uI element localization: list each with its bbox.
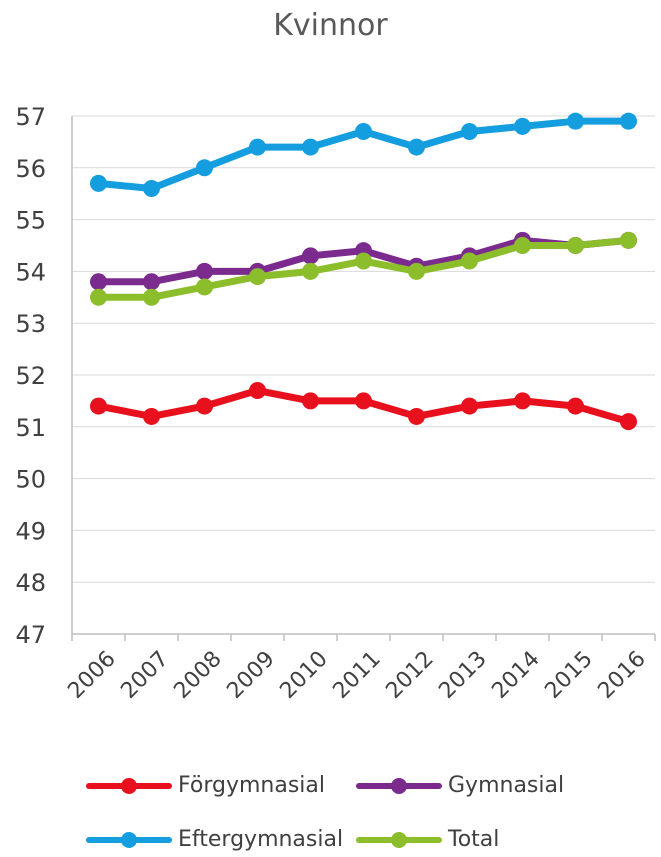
legend: Förgymnasial Gymnasial Eftergymnasial To… [0,755,661,857]
axes [71,116,656,641]
x-tick-label: 2012 [381,647,438,704]
data-point [461,123,478,141]
data-point [567,397,584,415]
data-point [567,237,584,254]
data-point [196,159,213,177]
y-tick-label: 49 [15,517,46,545]
legend-swatch-forgymnasial [86,777,172,794]
y-tick-label: 54 [15,258,46,286]
x-tick-label: 2007 [116,647,173,704]
data-point [90,288,107,306]
data-point [514,117,531,135]
y-tick-label: 57 [15,103,46,131]
legend-marker [121,831,137,848]
data-point [620,112,637,130]
data-point [90,273,107,291]
legend-label: Eftergymnasial [178,827,344,852]
legend-label: Gymnasial [448,773,565,798]
data-point [249,268,266,286]
x-tick-label: 2011 [328,647,385,704]
data-point [302,262,319,280]
data-point [461,397,478,415]
data-point [567,112,584,130]
y-tick-label: 53 [15,310,46,338]
legend-swatch-eftergymnasial [86,831,172,848]
data-point [302,247,319,265]
data-point [620,413,637,431]
data-point [249,138,266,156]
data-point [355,392,372,410]
y-tick-label: 55 [15,207,46,235]
series-lines [90,112,637,431]
y-tick-labels: 47 48 49 50 51 52 53 54 55 56 57 [15,103,46,649]
data-point [461,252,478,270]
data-point [514,392,531,410]
series-f-rgymnasial [90,382,637,431]
legend-marker [121,777,137,794]
series-total [90,231,637,306]
data-point [302,392,319,410]
x-tick-label: 2010 [275,647,332,704]
legend-item-forgymnasial: Förgymnasial [86,773,325,798]
data-point [90,397,107,415]
data-point [514,237,531,254]
chart-title: Kvinnor [273,8,388,43]
y-tick-label: 56 [15,155,46,183]
data-point [408,262,425,280]
y-tick-label: 51 [15,414,46,442]
data-point [620,231,637,249]
legend-swatch-gymnasial [356,777,442,794]
data-point [408,138,425,156]
legend-marker [391,831,407,848]
data-point [143,273,160,291]
legend-swatch-total [356,831,442,848]
data-point [143,407,160,425]
y-tick-label: 48 [15,569,46,597]
x-tick-labels: 2006200720082009201020112012201320142015… [63,647,650,704]
legend-label: Total [448,827,500,852]
legend-marker [391,777,407,794]
data-point [196,278,213,296]
x-tick-label: 2009 [222,647,279,704]
legend-item-eftergymnasial: Eftergymnasial [86,827,343,852]
series-eftergymnasial [90,112,637,198]
data-point [355,123,372,141]
data-point [408,407,425,425]
data-point [355,252,372,270]
x-tick-label: 2013 [434,647,491,704]
legend-item-gymnasial: Gymnasial [356,773,564,798]
grid-lines [72,115,655,583]
y-tick-label: 52 [15,362,46,390]
data-point [90,174,107,192]
x-tick-label: 2008 [169,647,226,704]
x-tick-label: 2006 [63,647,120,704]
y-tick-label: 50 [15,466,46,494]
x-tick-label: 2016 [593,647,650,704]
x-tick-label: 2015 [540,647,597,704]
x-tick-label: 2014 [487,647,544,704]
data-point [143,288,160,306]
data-point [196,397,213,415]
y-tick-label: 47 [15,621,46,649]
data-point [249,382,266,400]
legend-label: Förgymnasial [178,773,325,798]
data-point [302,138,319,156]
data-point [143,180,160,198]
legend-item-total: Total [356,827,499,852]
data-point [196,262,213,280]
